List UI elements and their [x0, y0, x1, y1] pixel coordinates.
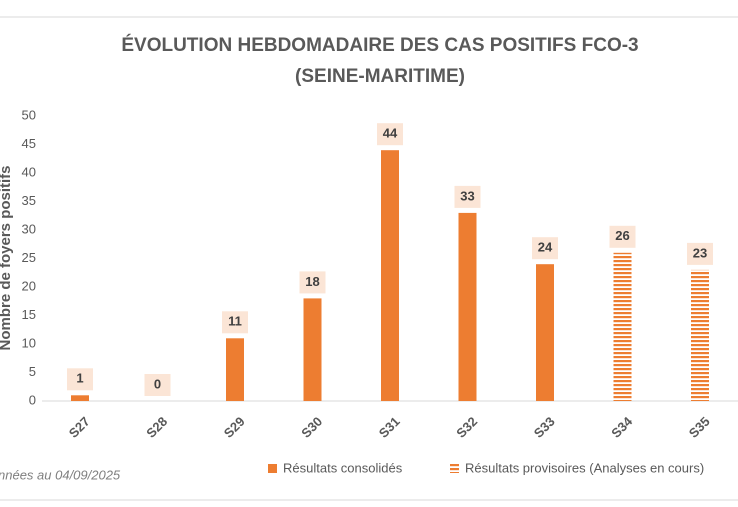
y-axis-label: Nombre de foyers positifs [0, 165, 14, 350]
legend-swatch [450, 464, 459, 473]
chart-subtitle: (SEINE-MARITIME) [295, 66, 465, 87]
x-tick-label: S29 [221, 414, 248, 441]
y-tick-label: 30 [22, 221, 36, 236]
legend-label: Résultats consolidés [283, 460, 403, 475]
bar [71, 395, 89, 401]
bar [458, 212, 477, 401]
y-tick-label: 50 [22, 107, 36, 122]
legend-swatch [268, 464, 277, 473]
x-tick-label: S34 [608, 413, 636, 441]
data-label: 1 [76, 371, 83, 386]
y-tick-label: 35 [22, 193, 36, 208]
chart-title: ÉVOLUTION HEBDOMADAIRE DES CAS POSITIFS … [121, 34, 638, 56]
y-tick-label: 45 [22, 136, 36, 151]
data-label-box [687, 242, 713, 265]
note: nnées au 04/09/2025 [0, 467, 121, 482]
legend-label: Résultats provisoires (Analyses en cours… [465, 460, 704, 475]
x-tick-label: S35 [686, 414, 713, 441]
x-tick-label: S32 [453, 414, 480, 441]
y-tick-label: 10 [22, 335, 36, 350]
data-label: 0 [154, 376, 161, 391]
y-tick-label: 0 [29, 392, 36, 407]
bar [381, 150, 399, 401]
data-label-box [377, 123, 403, 146]
data-label: 18 [305, 274, 319, 289]
data-label-box [222, 311, 248, 334]
data-label: 33 [460, 188, 474, 203]
bar [303, 298, 322, 401]
x-tick-label: S31 [376, 414, 403, 441]
x-tick-label: S28 [143, 414, 170, 441]
data-label-box [67, 368, 93, 391]
data-label: 24 [538, 240, 553, 255]
data-label-box [299, 271, 326, 294]
x-tick-label: S33 [531, 414, 558, 441]
bar [691, 269, 709, 401]
y-tick-label: 25 [22, 250, 36, 265]
data-label: 23 [693, 245, 707, 260]
data-label-box [532, 237, 558, 260]
bar [613, 252, 632, 401]
data-label-box [144, 374, 171, 396]
data-label: 11 [228, 314, 242, 329]
x-tick-label: S27 [66, 414, 93, 441]
y-tick-label: 5 [29, 364, 36, 379]
data-label-box [454, 185, 481, 208]
data-label: 26 [615, 228, 629, 243]
y-tick-label: 40 [22, 164, 36, 179]
data-label: 44 [383, 126, 398, 141]
bar [536, 264, 554, 401]
bar [226, 338, 244, 401]
y-tick-label: 20 [22, 278, 36, 293]
data-label-box [609, 225, 636, 248]
y-tick-label: 15 [22, 307, 36, 322]
x-tick-label: S30 [298, 414, 325, 441]
